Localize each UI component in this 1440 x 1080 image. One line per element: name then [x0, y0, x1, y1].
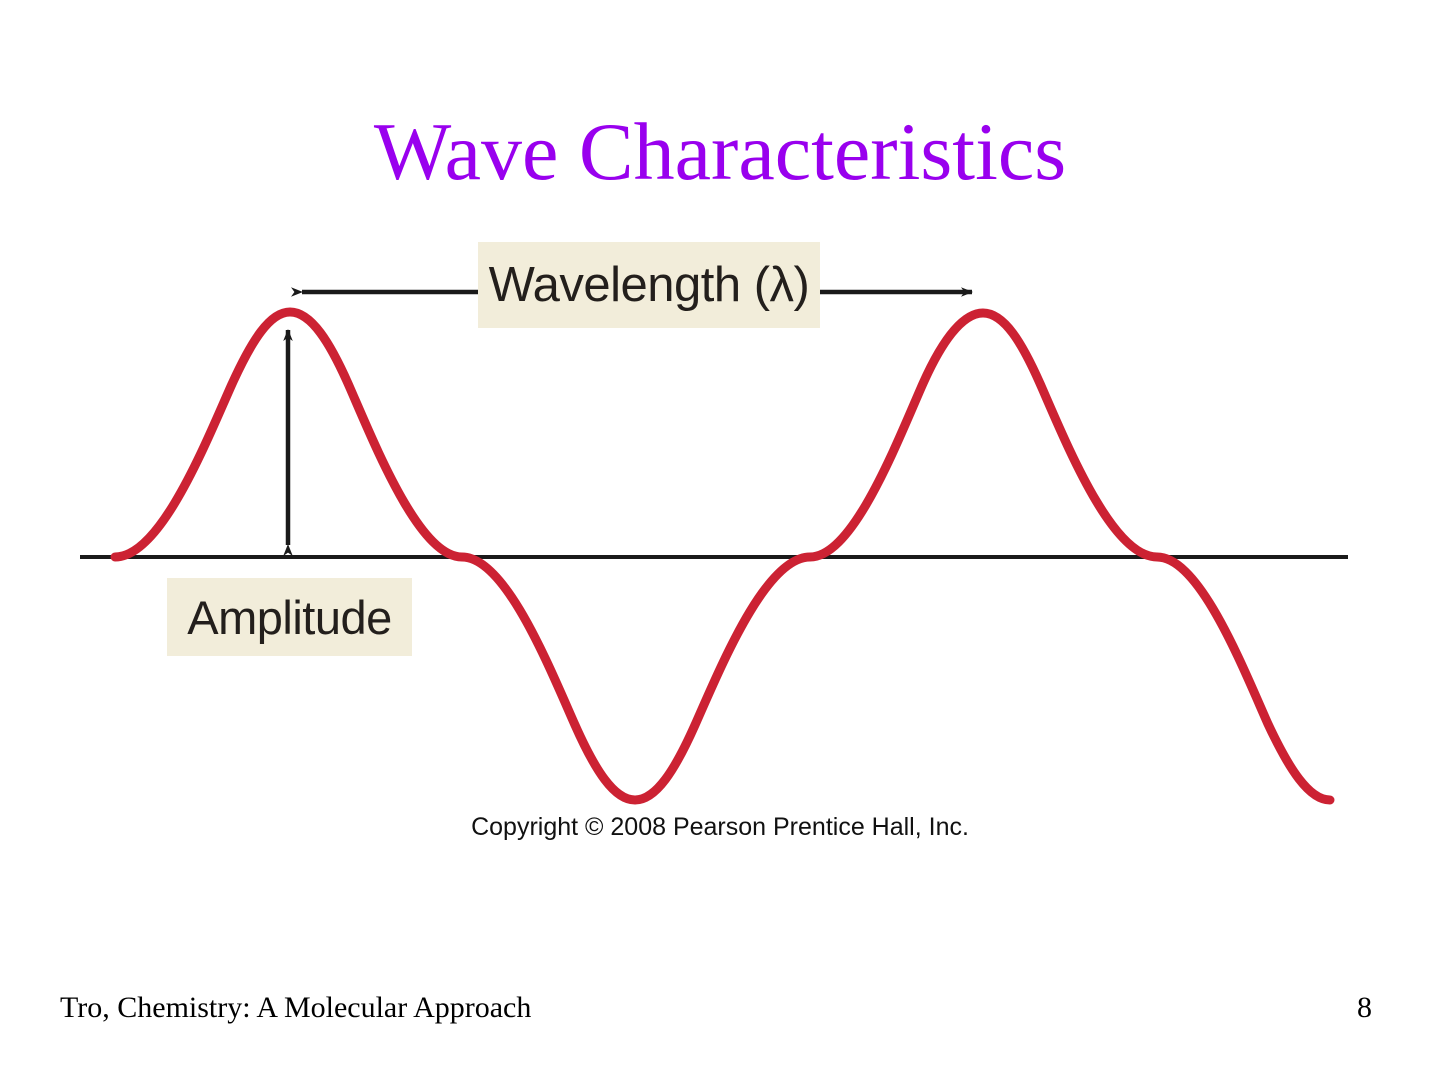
- amplitude-label: Amplitude: [167, 578, 412, 656]
- footer-page-number: 8: [1357, 991, 1372, 1024]
- page-title: Wave Characteristics: [373, 106, 1067, 197]
- wavelength-label: Wavelength (λ): [478, 242, 820, 328]
- wave-diagram: Wavelength (λ) Amplitude Copyright © 200…: [80, 242, 1348, 841]
- wave-svg: [80, 287, 1348, 805]
- footer-source-text: Tro, Chemistry: A Molecular Approach: [60, 991, 532, 1024]
- copyright-notice: Copyright © 2008 Pearson Prentice Hall, …: [471, 813, 969, 841]
- sine-wave-curve: [110, 307, 1335, 805]
